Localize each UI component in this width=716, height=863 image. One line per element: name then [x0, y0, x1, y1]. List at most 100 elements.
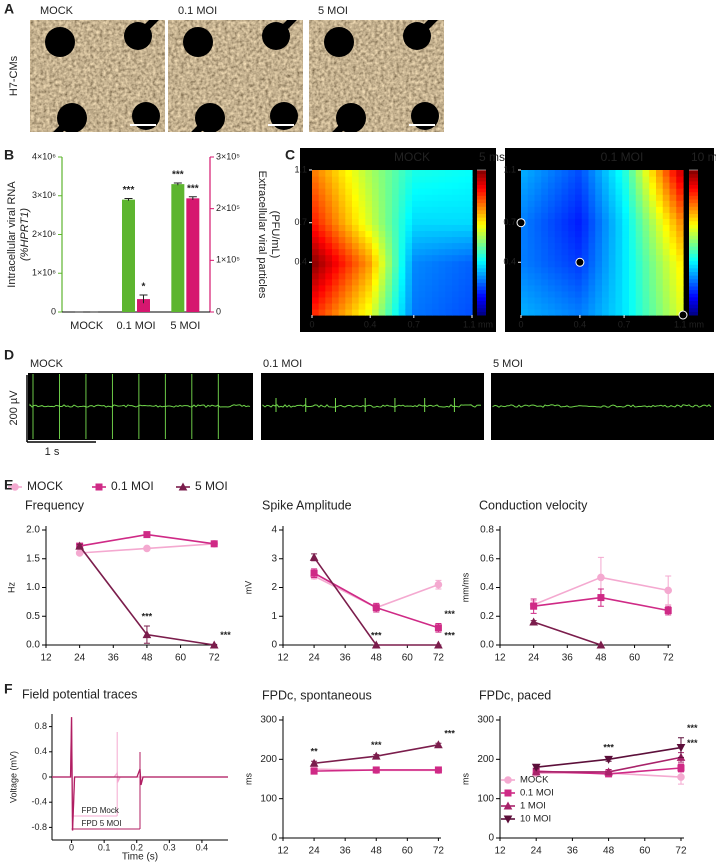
heatmap-cell [358, 248, 366, 256]
heatmap-cell [554, 260, 563, 268]
x-tick-label: 24 [309, 846, 321, 857]
point [434, 766, 442, 774]
heatmap-cell [405, 182, 413, 189]
heatmap-cell [412, 188, 420, 195]
heatmap-cell [554, 308, 563, 316]
colorbar-step [689, 286, 698, 291]
heatmap-cell [541, 200, 549, 207]
heatmap-cell [676, 194, 684, 201]
heatmap-cell [649, 254, 657, 262]
colorbar-step [477, 296, 486, 301]
colorbar-step [477, 217, 486, 222]
heatmap-cell [656, 278, 664, 286]
colorbar-step [689, 184, 698, 189]
heatmap-cell [338, 236, 346, 244]
heatmap-cell [325, 248, 333, 256]
heatmap-cell [392, 170, 400, 177]
heatmap-cell [656, 218, 664, 225]
heatmap-cell [332, 200, 340, 207]
heatmap-cell [425, 254, 433, 262]
heatmap-cell [521, 278, 529, 286]
heatmap-cell [608, 170, 617, 177]
heatmap-cell [669, 212, 677, 219]
heatmap-cell [458, 224, 466, 232]
heatmap-cell [642, 254, 650, 262]
heatmap-cell [642, 260, 650, 268]
heatmap-cell [602, 302, 610, 310]
heatmap-cell [372, 194, 380, 201]
heatmap-cell [412, 218, 420, 225]
heatmap-cell [602, 236, 610, 244]
heatmap-cell [561, 302, 569, 310]
heatmap-cell [465, 260, 473, 268]
heatmap-cell [656, 176, 664, 183]
heatmap-cell [412, 236, 420, 244]
heatmap-cell [629, 254, 637, 262]
heatmap-cell [642, 296, 650, 304]
heatmap-cell [312, 212, 320, 219]
heatmap-cell [649, 284, 657, 292]
heatmap-cell [575, 206, 583, 213]
heatmap-cell [418, 176, 426, 183]
heatmap-cell [622, 284, 630, 292]
heatmap-cell [554, 266, 563, 274]
heatmap-cell [541, 176, 549, 183]
heatmap-cell [332, 242, 340, 250]
legend-label: 1 MOI [520, 801, 546, 812]
y-axis-title: Voltage (mV) [8, 751, 18, 803]
heatmap-cell [575, 230, 583, 238]
heatmap-cell [635, 230, 644, 238]
heatmap-cell [352, 170, 360, 177]
heatmap-cell [561, 200, 569, 207]
heatmap-cell [635, 290, 644, 298]
heatmap-cell [615, 284, 623, 292]
heatmap-cell [378, 272, 386, 280]
heatmap-cell [412, 212, 420, 219]
heatmap-cell [595, 260, 603, 268]
heatmap-cell [581, 170, 590, 177]
heatmap-cell [445, 302, 453, 310]
heatmap-cell [635, 242, 644, 250]
heatmap-cell [352, 266, 360, 274]
heatmap-cell [581, 218, 590, 225]
heatmap-cell [452, 194, 460, 201]
point [309, 758, 319, 767]
row-label: H7-CMs [8, 55, 20, 96]
heatmap-cell [602, 212, 610, 219]
y-tick-label: 1.1 [294, 164, 307, 174]
heatmap-cell [581, 266, 590, 274]
heatmap-cell [425, 176, 433, 183]
heatmap-cell [642, 188, 650, 195]
heatmap-cell [345, 236, 353, 244]
electrode [270, 102, 298, 130]
legend-label: MOCK [27, 479, 63, 493]
heatmap-cell [676, 236, 684, 244]
heatmap-cell [418, 260, 426, 268]
heatmap-cell [465, 176, 473, 183]
heatmap-cell [521, 254, 529, 262]
heatmap-cell [615, 230, 623, 238]
heatmap-cell [338, 308, 346, 316]
x-tick-label: 60 [629, 653, 641, 664]
heatmap-cell [608, 224, 617, 232]
heatmap-cell [405, 302, 413, 310]
x-tick-label: 0.4 [196, 842, 209, 852]
heatmap-cell [372, 278, 380, 286]
heatmap-cell [656, 170, 664, 177]
heatmap-cell [548, 206, 556, 213]
heatmap-cell [662, 302, 671, 310]
heatmap-cell [378, 218, 386, 225]
y-tick-label: 0.2 [480, 611, 494, 622]
heatmap-cell [568, 194, 576, 201]
heatmap-cell [458, 230, 466, 238]
x-tick-label: 48 [603, 846, 615, 857]
heatmap-cell [432, 188, 440, 195]
heatmap-cell [405, 176, 413, 183]
heatmap-cell [445, 200, 453, 207]
heatmap-cell [412, 206, 420, 213]
heatmap-cell [602, 260, 610, 268]
heatmap-cell [465, 272, 473, 280]
heatmap-cell [595, 290, 603, 298]
heatmap-cell [669, 194, 677, 201]
heatmap-cell [635, 236, 644, 244]
